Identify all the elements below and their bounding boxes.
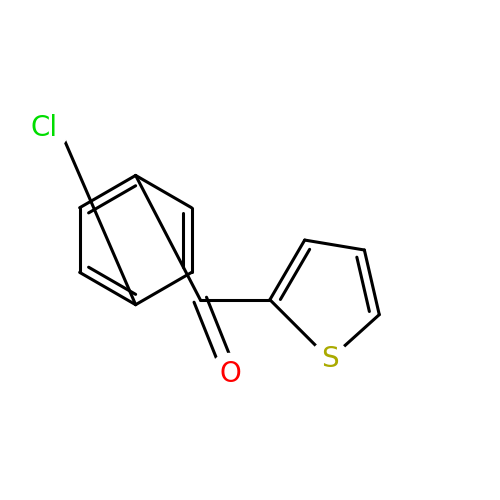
Circle shape <box>19 104 68 153</box>
Text: Cl: Cl <box>30 114 57 142</box>
Circle shape <box>310 340 348 378</box>
Text: S: S <box>320 346 338 374</box>
Text: O: O <box>219 360 241 388</box>
Circle shape <box>209 354 251 395</box>
